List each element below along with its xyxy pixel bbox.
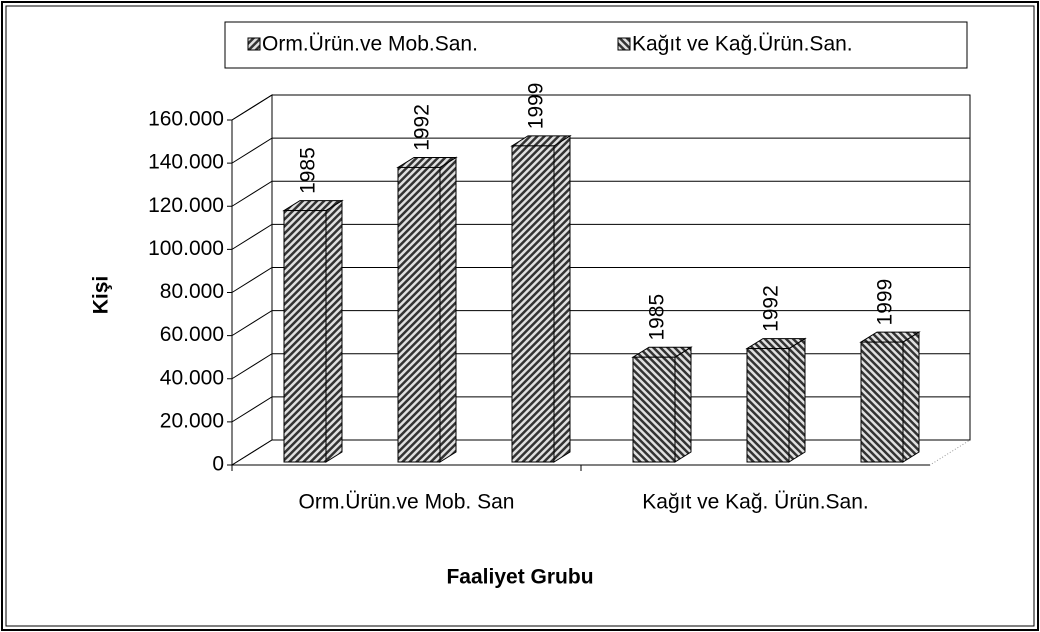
grid-line (231, 267, 970, 293)
grid-line (231, 439, 970, 466)
data-label: 1985 (297, 147, 320, 194)
bar (632, 356, 676, 463)
bar-side (902, 331, 920, 463)
data-label: 1985 (646, 294, 669, 341)
y-tick-label: 160.000 (148, 108, 224, 131)
grid-line (231, 353, 970, 380)
legend-label: Kağıt ve Kağ.Ürün.San. (632, 33, 853, 56)
y-tick-label: 120.000 (148, 194, 224, 217)
y-tick-label: 80.000 (160, 280, 224, 303)
y-tick-label: 40.000 (160, 366, 224, 389)
y-tick-label: 20.000 (160, 409, 224, 432)
y-axis-title: Kişi (90, 276, 113, 315)
grid-line (231, 223, 970, 250)
bar-side (788, 337, 806, 463)
frame-inner (5, 5, 1035, 627)
grid-line (231, 310, 970, 337)
legend-swatch (617, 37, 631, 51)
floor (230, 439, 972, 466)
bar (746, 348, 790, 463)
x-axis-title: Faaliyet Grubu (446, 566, 593, 589)
y-tick-label: 60.000 (160, 323, 224, 346)
y-tick-label: 0 (212, 453, 224, 476)
grid-line (231, 94, 970, 121)
data-label: 1992 (411, 104, 434, 151)
data-label: 1999 (525, 83, 548, 130)
x-tick-label: Kağıt ve Kağ. Ürün.San. (642, 491, 868, 514)
y-tick-label: 100.000 (148, 237, 224, 260)
bar (860, 341, 904, 463)
bar (283, 210, 327, 463)
legend-label: Orm.Ürün.ve Mob.San. (262, 33, 478, 56)
legend-box (224, 21, 968, 69)
bar-side (325, 199, 343, 463)
bar (397, 166, 441, 463)
bar (511, 145, 555, 463)
grid-line (231, 396, 970, 423)
grid-line (231, 180, 970, 207)
bar-side (674, 346, 692, 463)
bar-side (553, 134, 571, 463)
y-tick-label: 140.000 (148, 151, 224, 174)
bar-side (439, 156, 457, 463)
data-label: 1999 (874, 279, 897, 326)
grid-line (231, 137, 970, 164)
legend-swatch (247, 37, 261, 51)
data-label: 1992 (760, 285, 783, 332)
x-tick-label: Orm.Ürün.ve Mob. San (299, 491, 515, 514)
